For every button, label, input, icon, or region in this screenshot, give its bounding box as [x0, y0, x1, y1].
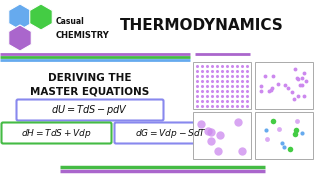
Bar: [193, 62, 251, 109]
FancyBboxPatch shape: [115, 123, 228, 143]
Text: $\mathit{d}U = T\mathit{d}S - p\mathit{d}V$: $\mathit{d}U = T\mathit{d}S - p\mathit{d…: [52, 103, 129, 117]
Bar: [255, 62, 313, 109]
Text: THERMODYNAMICS: THERMODYNAMICS: [120, 17, 284, 33]
Text: Casual: Casual: [56, 17, 85, 26]
Text: $\mathit{d}G = V\mathit{d}p - S\mathit{d}T$: $\mathit{d}G = V\mathit{d}p - S\mathit{d…: [135, 127, 207, 140]
FancyBboxPatch shape: [17, 100, 164, 120]
Text: DERIVING THE: DERIVING THE: [48, 73, 132, 83]
Text: CHEMISTRY: CHEMISTRY: [56, 30, 110, 39]
Polygon shape: [9, 25, 31, 51]
Text: MASTER EQUATIONS: MASTER EQUATIONS: [30, 87, 150, 97]
Text: $\mathit{d}H = T\mathit{d}S + V\mathit{d}p$: $\mathit{d}H = T\mathit{d}S + V\mathit{d…: [21, 127, 91, 140]
Polygon shape: [9, 4, 31, 30]
FancyBboxPatch shape: [2, 123, 111, 143]
Bar: [193, 112, 251, 159]
Bar: [255, 112, 313, 159]
Polygon shape: [30, 4, 52, 30]
